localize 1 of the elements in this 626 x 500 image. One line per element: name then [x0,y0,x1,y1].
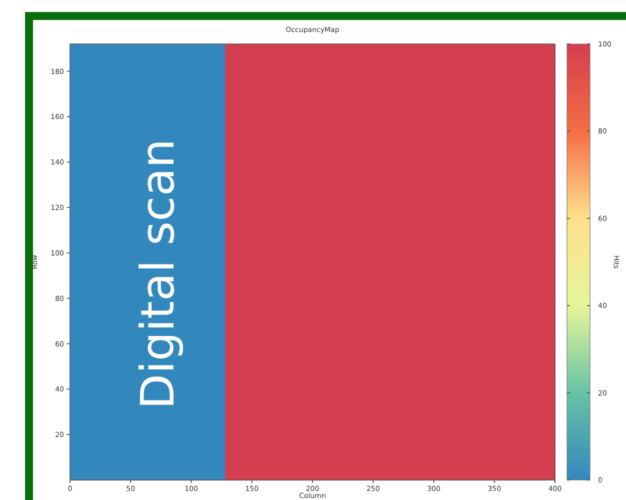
annotation: Digital scan [130,138,184,410]
